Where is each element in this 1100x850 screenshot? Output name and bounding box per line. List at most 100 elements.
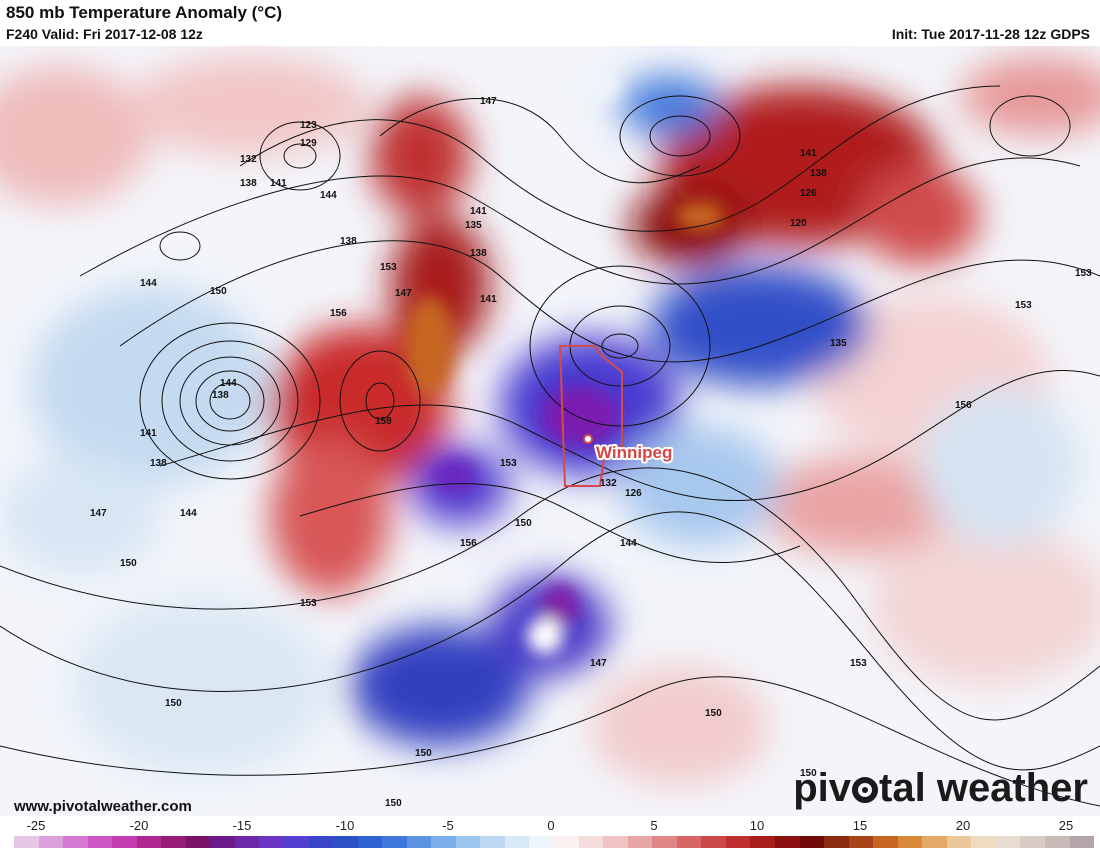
- scale-swatch: [922, 836, 947, 848]
- scale-swatch: [136, 836, 162, 848]
- contour-label-group: 123 129 132 138 141 144 144 150 147 138 141 141 138 1…: [90, 96, 1092, 809]
- scale-tick-label: 25: [1058, 818, 1074, 833]
- scale-swatch: [382, 836, 407, 848]
- scale-swatch: [38, 836, 64, 848]
- contour-value-label: 141: [800, 148, 817, 159]
- contour-value-label: 129: [300, 138, 317, 149]
- contour-value-label: 150: [120, 558, 137, 569]
- contour-value-label: 150: [800, 768, 817, 779]
- winnipeg-label: Winnipeg: [596, 443, 672, 462]
- contour-value-label: 141: [470, 206, 487, 217]
- scale-swatch: [824, 836, 849, 848]
- scale-swatch: [357, 836, 383, 848]
- scale-tick-label: -5: [442, 818, 454, 833]
- scale-swatch: [701, 836, 726, 848]
- contour-value-label: 135: [830, 338, 847, 349]
- contour-value-label: 120: [790, 218, 807, 229]
- scale-swatch: [63, 836, 88, 848]
- scale-tick-label: -10: [335, 818, 355, 833]
- scale-swatch: [185, 836, 211, 848]
- contour-value-label: 150: [705, 708, 722, 719]
- scale-swatch: [1069, 836, 1095, 848]
- scale-swatch: [480, 836, 505, 848]
- contour-value-label: 132: [240, 154, 257, 165]
- scale-tick-label: -15: [232, 818, 252, 833]
- scale-swatch: [504, 836, 530, 848]
- scale-swatch: [161, 836, 186, 848]
- scale-swatch: [873, 836, 898, 848]
- scale-swatch: [406, 836, 432, 848]
- contour-value-label: 150: [515, 518, 532, 529]
- scale-tick-label: -20: [129, 818, 149, 833]
- contour-value-label: 153: [1075, 268, 1092, 279]
- scale-swatch: [995, 836, 1021, 848]
- contour-value-label: 138: [340, 236, 357, 247]
- footer-url[interactable]: www.pivotalweather.com: [14, 798, 192, 815]
- scale-swatch: [1020, 836, 1045, 848]
- contour-value-label: 150: [165, 698, 182, 709]
- winnipeg-marker: [583, 434, 593, 444]
- scale-swatch: [259, 836, 285, 848]
- contour-value-label: 141: [140, 428, 157, 439]
- scale-swatch: [946, 836, 972, 848]
- scale-swatch: [112, 836, 137, 848]
- scale-swatch: [210, 836, 235, 848]
- scale-swatch: [971, 836, 996, 848]
- contour-value-label: 138: [470, 248, 487, 259]
- manitoba-outline: [558, 345, 623, 487]
- contour-value-label: 141: [270, 178, 287, 189]
- brand-o-icon: [852, 777, 879, 803]
- scale-swatch: [774, 836, 800, 848]
- contour-value-label: 144: [620, 538, 637, 549]
- scale-tick-label: 5: [650, 818, 658, 833]
- page-title: 850 mb Temperature Anomaly (°C): [6, 3, 283, 22]
- contour-value-label: 150: [415, 748, 432, 759]
- scale-swatch: [14, 836, 39, 848]
- scale-swatch: [1044, 836, 1070, 848]
- contour-value-label: 144: [220, 378, 237, 389]
- contour-value-label: 156: [460, 538, 477, 549]
- scale-swatch: [455, 836, 481, 848]
- contour-value-label: 147: [480, 96, 497, 107]
- contour-value-label: 144: [180, 508, 197, 519]
- scale-swatch: [603, 836, 628, 848]
- scale-swatch: [725, 836, 751, 848]
- scale-swatch: [284, 836, 309, 848]
- scale-swatch: [799, 836, 825, 848]
- contour-value-label: 141: [480, 294, 497, 305]
- brand-text-end: tal weather: [879, 766, 1088, 810]
- scale-tick-label: 15: [852, 818, 868, 833]
- scale-swatch: [897, 836, 923, 848]
- scale-swatch: [676, 836, 702, 848]
- scale-tick-label: 10: [749, 818, 765, 833]
- contour-value-label: 123: [300, 120, 317, 131]
- contour-value-label: 150: [385, 798, 402, 809]
- scale-swatch: [652, 836, 677, 848]
- contour-value-label: 126: [625, 488, 642, 499]
- contour-value-label: 153: [500, 458, 517, 469]
- contour-value-label: 138: [810, 168, 827, 179]
- valid-time: F240 Valid: Fri 2017-12-08 12z: [6, 26, 203, 42]
- scale-swatch: [308, 836, 334, 848]
- contour-value-label: 138: [150, 458, 167, 469]
- contour-value-label: 147: [90, 508, 107, 519]
- scale-swatch: [431, 836, 456, 848]
- contour-value-label: 144: [140, 278, 157, 289]
- contour-value-label: 153: [1015, 300, 1032, 311]
- contour-value-label: 159: [375, 416, 392, 427]
- contour-value-label: 138: [240, 178, 257, 189]
- scale-tick-label: 20: [955, 818, 971, 833]
- scale-swatch: [234, 836, 260, 848]
- init-time: Init: Tue 2017-11-28 12z GDPS: [891, 26, 1090, 42]
- contour-value-label: 126: [800, 188, 817, 199]
- scale-swatch: [750, 836, 775, 848]
- header: 850 mb Temperature Anomaly (°C) F240 Val…: [0, 0, 1100, 46]
- winnipeg-label-halo: Winnipeg: [596, 443, 672, 462]
- contour-value-label: 156: [955, 400, 972, 411]
- contour-value-label: 132: [600, 478, 617, 489]
- scale-tick-label: -25: [26, 818, 46, 833]
- scale-swatch: [848, 836, 874, 848]
- brand-logo: piv tal weather: [793, 766, 1088, 811]
- scale-bar: [14, 836, 1095, 848]
